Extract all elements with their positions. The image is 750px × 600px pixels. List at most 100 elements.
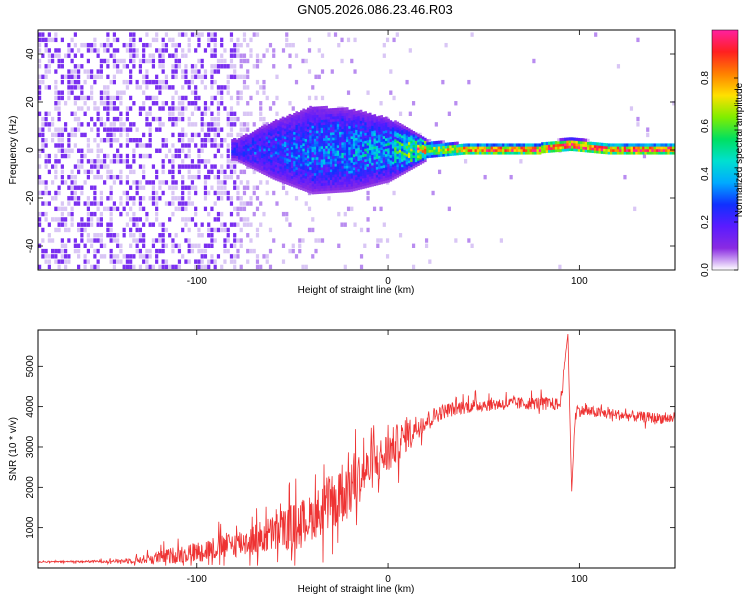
heat-noise-cell — [161, 64, 165, 69]
heat-band-cell — [336, 107, 340, 111]
heat-noise-cell — [64, 206, 68, 212]
heat-band-cell — [318, 119, 322, 123]
heat-band-cell — [295, 158, 299, 162]
heat-band-cell — [343, 173, 347, 177]
heat-noise-cell — [57, 159, 61, 164]
heat-band-cell — [334, 107, 338, 112]
heat-band-cell — [435, 148, 439, 153]
heat-noise-cell — [148, 127, 152, 132]
heat-band-cell — [272, 128, 276, 133]
heat-band-cell — [375, 176, 379, 181]
heat-noise-cell — [168, 111, 172, 116]
heat-band-cell — [329, 158, 333, 162]
heat-band-cell — [313, 125, 317, 129]
heat-noise-cell — [122, 254, 126, 259]
heat-noise-cell — [122, 233, 126, 238]
heat-band-cell — [557, 146, 560, 150]
heat-noise-cell — [177, 32, 182, 37]
heat-band-cell — [350, 114, 354, 118]
heat-noise-cell — [233, 180, 237, 185]
heat-band-cell — [343, 189, 347, 193]
heat-band-cell — [233, 149, 237, 153]
heat-band-cell — [355, 150, 358, 154]
heat-noise-cell — [93, 264, 97, 270]
heat-band-cell — [428, 141, 432, 145]
heat-noise-cell — [112, 180, 116, 185]
heat-band-cell — [272, 150, 276, 154]
heat-noise-cell — [236, 211, 240, 217]
heat-band-cell — [359, 112, 363, 116]
heat-band-cell — [304, 159, 308, 163]
heat-band-cell — [316, 106, 319, 110]
heat-band-cell — [433, 146, 436, 150]
heat-band-cell — [538, 146, 542, 150]
heat-band-cell — [240, 139, 243, 143]
heat-noise-cell — [330, 69, 334, 74]
heat-noise-cell — [142, 259, 146, 264]
heat-band-cell — [515, 143, 519, 147]
heat-band-cell — [295, 164, 299, 168]
heat-noise-cell — [252, 185, 256, 190]
heat-band-cell — [341, 118, 344, 122]
heat-noise-cell — [116, 243, 120, 248]
heat-band-cell — [261, 154, 264, 159]
heat-band-cell — [502, 151, 505, 155]
heat-band-cell — [339, 155, 342, 159]
heat-band-cell — [325, 187, 328, 191]
heat-noise-cell — [190, 79, 195, 85]
heat-band-cell — [366, 121, 370, 125]
heat-band-cell — [341, 176, 344, 180]
heat-band-cell — [362, 127, 365, 131]
heat-noise-cell — [285, 217, 289, 222]
heat-band-cell — [279, 160, 283, 164]
heat-band-cell — [313, 172, 317, 176]
heat-band-cell — [277, 122, 280, 126]
heat-band-cell — [279, 128, 283, 133]
heat-band-cell — [401, 145, 404, 149]
heat-noise-cell — [190, 201, 195, 206]
heat-noise-cell — [161, 79, 165, 85]
heat-band-cell — [290, 162, 294, 166]
heat-noise-cell — [129, 185, 133, 190]
heat-band-cell — [635, 151, 638, 155]
heat-noise-cell — [47, 259, 51, 264]
heat-band-cell — [300, 168, 303, 172]
heat-noise-cell — [259, 111, 263, 116]
heat-band-cell — [300, 118, 303, 122]
heat-noise-cell — [268, 42, 273, 48]
heat-noise-cell — [288, 42, 292, 48]
heat-noise-cell — [184, 206, 188, 212]
heat-band-cell — [387, 139, 390, 143]
heat-noise-cell — [155, 95, 159, 101]
heat-band-cell — [316, 182, 319, 187]
heat-band-cell — [256, 134, 260, 138]
heat-noise-cell — [129, 270, 132, 274]
heat-band-cell — [318, 130, 322, 134]
heat-noise-cell — [233, 164, 237, 169]
heat-noise-cell — [41, 138, 45, 143]
heat-band-cell — [414, 158, 418, 162]
heat-noise-cell — [382, 42, 386, 48]
heat-band-cell — [362, 164, 365, 168]
heat-band-cell — [352, 174, 356, 179]
heat-noise-cell — [229, 222, 234, 227]
heat-band-cell — [238, 151, 241, 155]
heat-noise-cell — [44, 122, 48, 127]
heat-band-cell — [341, 141, 344, 146]
heat-band-cell — [380, 157, 384, 161]
heat-noise-cell — [145, 217, 149, 222]
heat-band-cell — [329, 176, 333, 181]
heat-band-cell — [515, 151, 519, 155]
heat-band-cell — [277, 157, 280, 161]
heat-noise-cell — [54, 143, 58, 148]
heat-noise-cell — [405, 79, 409, 85]
heat-band-cell — [334, 184, 338, 188]
heat-band-cell — [247, 163, 250, 167]
heat-band-cell — [655, 146, 659, 150]
heat-noise-cell — [125, 211, 130, 217]
heat-band-cell — [518, 148, 521, 152]
heat-band-cell — [263, 145, 266, 149]
heat-noise-cell — [80, 64, 84, 69]
heat-band-cell — [357, 144, 361, 148]
heat-band-cell — [600, 145, 604, 149]
